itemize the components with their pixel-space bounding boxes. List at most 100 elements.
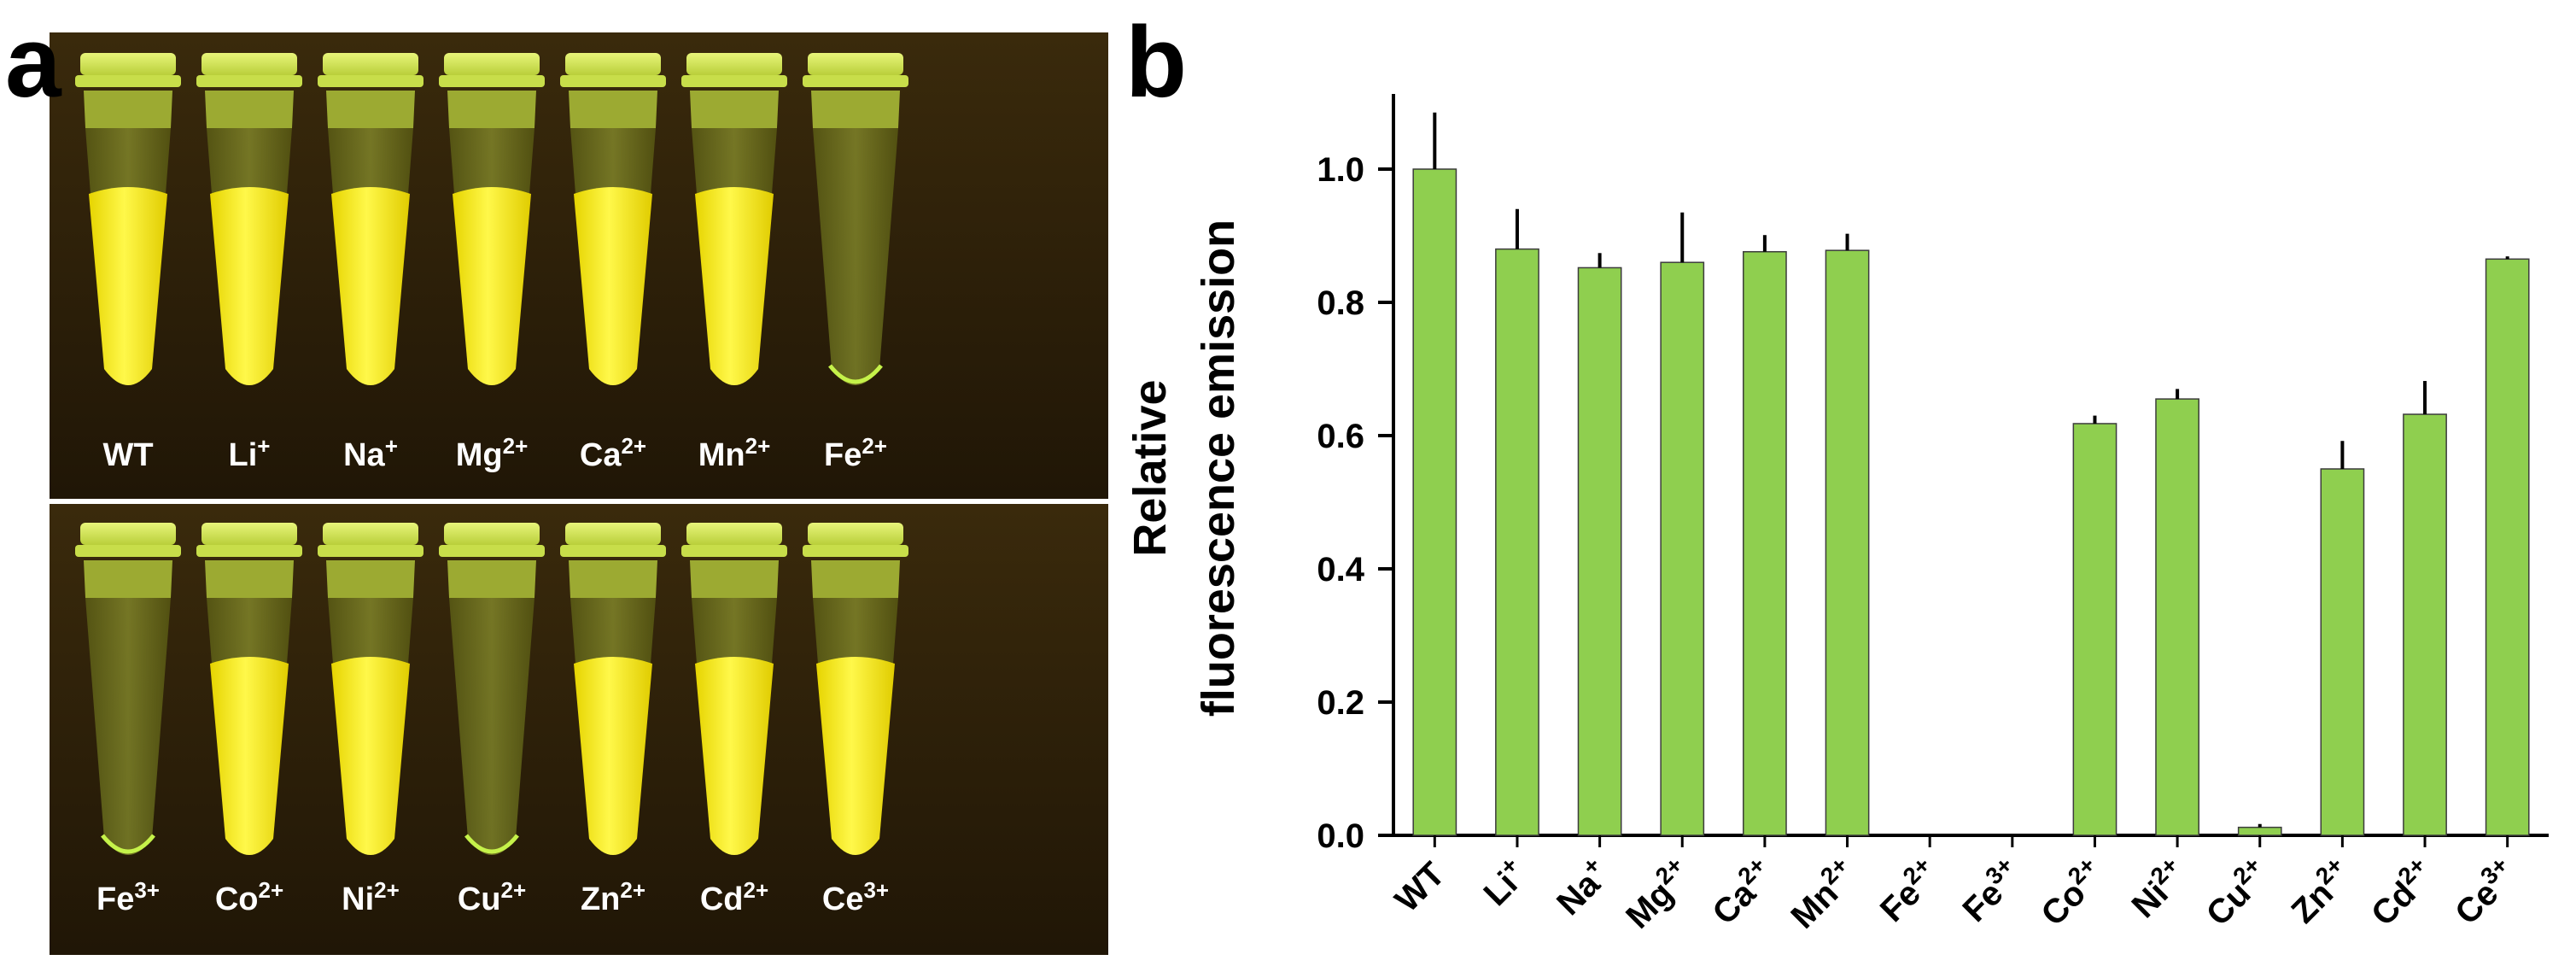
tube: [560, 53, 666, 385]
x-tick-label: Cu2+: [2195, 852, 2277, 934]
tube-collar: [690, 91, 779, 128]
tube-label: Ce3+: [822, 877, 889, 917]
tube-label: Fe3+: [96, 877, 160, 917]
x-tick-label: Mg2+: [1615, 852, 1700, 936]
tube: [318, 523, 423, 855]
tube-cap: [686, 53, 782, 75]
fluorescent-liquid: [453, 187, 531, 385]
tube-label: Zn2+: [581, 877, 645, 917]
x-tick-label: WT: [1388, 855, 1452, 919]
y-tick-label: 0.0: [1317, 817, 1364, 855]
tube: [439, 523, 545, 855]
tube-collar: [205, 560, 294, 598]
tube-cap: [202, 53, 297, 75]
tube-collar: [811, 560, 900, 598]
tube-body: [813, 128, 898, 385]
fluorescent-liquid: [695, 657, 774, 855]
y-axis-label: Relative: [1124, 379, 1176, 556]
tube: [803, 53, 908, 385]
fluorescent-liquid: [210, 187, 289, 385]
tube-cap-rim: [803, 545, 908, 557]
bar: [1825, 249, 1870, 836]
tube-cap-rim: [196, 545, 302, 557]
tube-cap-rim: [681, 75, 787, 87]
tube-cap: [686, 523, 782, 545]
fluorescent-liquid: [331, 657, 410, 855]
tube-collar: [811, 91, 900, 128]
tube: [196, 53, 302, 385]
tube-cap-rim: [439, 545, 545, 557]
y-tick-label: 1.0: [1317, 151, 1364, 189]
y-tick-label: 0.6: [1317, 418, 1364, 455]
tube-label: Li+: [229, 433, 271, 473]
tube: [681, 523, 787, 855]
y-tick-label: 0.2: [1317, 684, 1364, 722]
tube-cap: [323, 53, 418, 75]
tube-cap-rim: [560, 75, 666, 87]
fluorescent-liquid: [816, 657, 895, 855]
tube: [75, 523, 181, 855]
fluorescent-liquid: [574, 657, 652, 855]
tube-label: WT: [102, 437, 153, 473]
tube-cap: [444, 53, 540, 75]
tube: [803, 523, 908, 855]
fluorescent-liquid: [210, 657, 289, 855]
tube-cap: [565, 523, 661, 545]
bar: [2237, 826, 2282, 836]
tube-label: Cu2+: [458, 877, 526, 917]
tube-row-top: WT Li+ Na+ Mg2+ Ca2+ Mn2+ Fe2+: [75, 53, 908, 473]
tube-collar: [326, 560, 415, 598]
tube: [318, 53, 423, 385]
tube-collar: [447, 560, 536, 598]
bar: [2320, 468, 2365, 836]
fluorescent-liquid: [331, 187, 410, 385]
panel-label-a: a: [5, 6, 61, 119]
tube-label: Ni2+: [342, 877, 400, 917]
tube-cap: [565, 53, 661, 75]
tube-tip-glow: [101, 834, 155, 854]
fluorescent-liquid: [695, 187, 774, 385]
tube-cap: [323, 523, 418, 545]
tube-cap-rim: [75, 545, 181, 557]
tube-collar: [84, 560, 172, 598]
x-tick-label: Na+: [1546, 852, 1617, 922]
tube-cap: [808, 523, 903, 545]
tube-row-bottom: Fe3+ Co2+ Ni2+ Cu2+ Zn2+ Cd2+ Ce3+: [75, 523, 908, 917]
x-tick-label: Ca2+: [1702, 852, 1782, 932]
tube-collar: [84, 91, 172, 128]
tube-photo-panel: WT Li+ Na+ Mg2+ Ca2+ Mn2+ Fe2+ Fe3+ Co2+ Ni2+ Cu2…: [50, 32, 1108, 955]
x-tick-label: Co2+: [2030, 852, 2112, 934]
bar: [1412, 168, 1457, 836]
tube-tip-glow: [464, 834, 519, 854]
tube-cap: [808, 53, 903, 75]
tube-cap-rim: [196, 75, 302, 87]
tube-label: Mg2+: [456, 433, 529, 473]
fluorescent-liquid: [89, 187, 167, 385]
tube-cap-rim: [803, 75, 908, 87]
x-tick-label: Fe2+: [1870, 852, 1948, 929]
bar: [1660, 261, 1705, 836]
tube: [196, 523, 302, 855]
y-axis-label: fluorescence emission: [1193, 220, 1244, 717]
tube-body: [85, 598, 171, 855]
tube-label: Mn2+: [698, 433, 771, 473]
x-tick-label: Li+: [1473, 852, 1534, 913]
bar: [1743, 250, 1787, 836]
tube-cap-rim: [681, 545, 787, 557]
tube: [560, 523, 666, 855]
tube-label: Cd2+: [700, 877, 768, 917]
tube-cap-rim: [75, 75, 181, 87]
tube-collar: [205, 91, 294, 128]
tube-label: Fe2+: [824, 433, 887, 473]
tube-collar: [690, 560, 779, 598]
tube-cap-rim: [318, 545, 423, 557]
x-tick-label: Fe3+: [1952, 852, 2030, 929]
tube-cap-rim: [560, 545, 666, 557]
panel-label-b: b: [1125, 6, 1188, 119]
x-tick-label: Ni2+: [2121, 852, 2194, 925]
bar: [2485, 258, 2530, 836]
x-tick-label: Cd2+: [2361, 852, 2443, 934]
tube-cap: [80, 53, 176, 75]
bar: [1495, 248, 1539, 836]
